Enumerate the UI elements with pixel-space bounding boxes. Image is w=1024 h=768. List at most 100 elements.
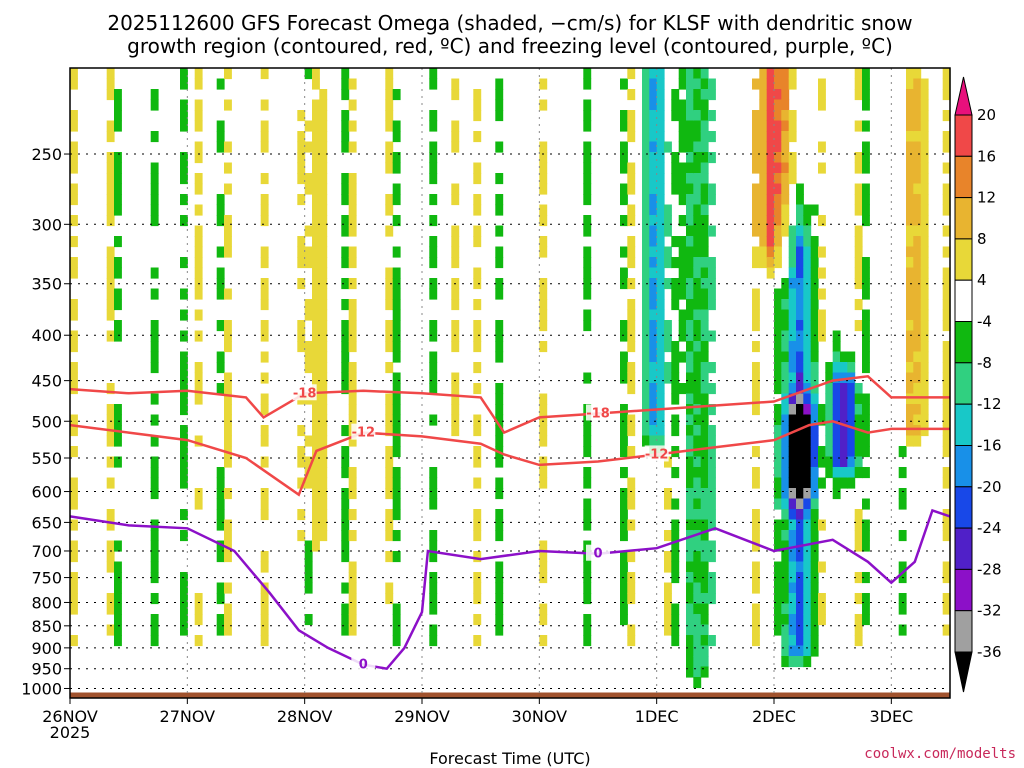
omega-cell	[319, 236, 328, 248]
omega-cell	[224, 519, 232, 531]
omega-cell	[385, 456, 394, 468]
omega-cell	[348, 603, 357, 615]
omega-cell	[788, 162, 797, 174]
omega-cell	[620, 614, 628, 626]
omega-cell	[656, 330, 665, 342]
omega-cell	[781, 68, 790, 80]
omega-cell	[854, 278, 863, 290]
omega-cell	[539, 320, 548, 332]
omega-cell	[150, 215, 159, 227]
omega-cell	[495, 593, 504, 605]
omega-cell	[649, 131, 658, 143]
omega-cell	[392, 393, 401, 405]
omega-cell	[942, 519, 951, 531]
omega-cell	[348, 572, 357, 584]
omega-cell	[385, 225, 394, 237]
omega-cell	[818, 614, 826, 626]
omega-cell	[473, 593, 482, 605]
omega-cell	[700, 656, 709, 668]
omega-cell	[385, 341, 394, 353]
omega-cell	[942, 299, 951, 311]
omega-cell	[385, 162, 394, 174]
omega-cell	[392, 330, 401, 342]
omega-cell	[495, 603, 504, 615]
omega-cell	[539, 204, 548, 216]
omega-cell	[319, 351, 328, 363]
omega-cell	[539, 635, 548, 647]
omega-cell	[150, 477, 159, 489]
y-tick-label: 400	[31, 326, 62, 345]
omega-cell	[180, 309, 188, 321]
omega-cell	[693, 593, 702, 605]
omega-cell	[700, 456, 709, 468]
omega-cell	[385, 593, 394, 605]
omega-cell	[781, 446, 790, 458]
omega-cell	[774, 204, 782, 216]
omega-cell	[913, 288, 922, 300]
omega-cell	[810, 488, 819, 500]
omega-cell	[906, 120, 914, 132]
omega-cell	[906, 89, 914, 101]
omega-cell	[781, 551, 790, 563]
omega-cell	[150, 614, 159, 626]
omega-cell	[664, 141, 672, 153]
omega-cell	[862, 498, 870, 510]
omega-cell	[473, 614, 482, 626]
omega-cell	[451, 131, 460, 143]
omega-cell	[906, 152, 914, 164]
omega-cell	[392, 120, 401, 132]
omega-cell	[451, 414, 460, 426]
omega-cell	[810, 236, 819, 248]
omega-cell	[818, 477, 826, 489]
omega-cell	[788, 414, 797, 426]
omega-cell	[429, 152, 438, 164]
omega-cell	[810, 603, 819, 615]
omega-cell	[708, 288, 716, 300]
omega-cell	[341, 68, 350, 80]
omega-cell	[693, 246, 702, 258]
omega-cell	[451, 236, 460, 248]
omega-cell	[913, 78, 922, 90]
omega-cell	[854, 152, 863, 164]
omega-cell	[649, 120, 658, 132]
omega-cell	[862, 89, 870, 101]
omega-cell	[766, 120, 775, 132]
omega-cell	[913, 383, 922, 395]
omega-cell	[620, 141, 628, 153]
omega-cell	[774, 257, 782, 269]
y-tick-label: 700	[31, 542, 62, 561]
omega-cell	[70, 68, 78, 80]
omega-cell	[341, 110, 350, 122]
omega-cell	[429, 477, 438, 489]
omega-cell	[840, 393, 848, 405]
omega-cell	[319, 383, 328, 395]
omega-cell	[539, 141, 548, 153]
omega-cell	[818, 288, 826, 300]
omega-cell	[781, 624, 790, 636]
omega-cell	[583, 78, 592, 90]
omega-cell	[319, 278, 328, 290]
omega-cell	[781, 341, 790, 353]
omega-cell	[759, 152, 768, 164]
omega-cell	[495, 141, 504, 153]
omega-cell	[708, 330, 716, 342]
omega-cell	[429, 383, 438, 395]
omega-cell	[642, 215, 650, 227]
omega-cell	[106, 162, 115, 174]
omega-cell	[678, 257, 687, 269]
omega-cell	[671, 173, 680, 185]
omega-cell	[70, 551, 78, 563]
omega-cell	[392, 215, 401, 227]
omega-cell	[385, 89, 394, 101]
omega-cell	[70, 162, 78, 174]
omega-cell	[774, 341, 782, 353]
omega-cell	[766, 246, 775, 258]
omega-cell	[664, 456, 672, 468]
omega-cell	[854, 246, 863, 258]
omega-cell	[693, 89, 702, 101]
omega-cell	[788, 152, 797, 164]
omega-cell	[216, 498, 225, 510]
omega-cell	[583, 509, 592, 521]
omega-cell	[774, 530, 782, 542]
omega-cell	[920, 299, 929, 311]
